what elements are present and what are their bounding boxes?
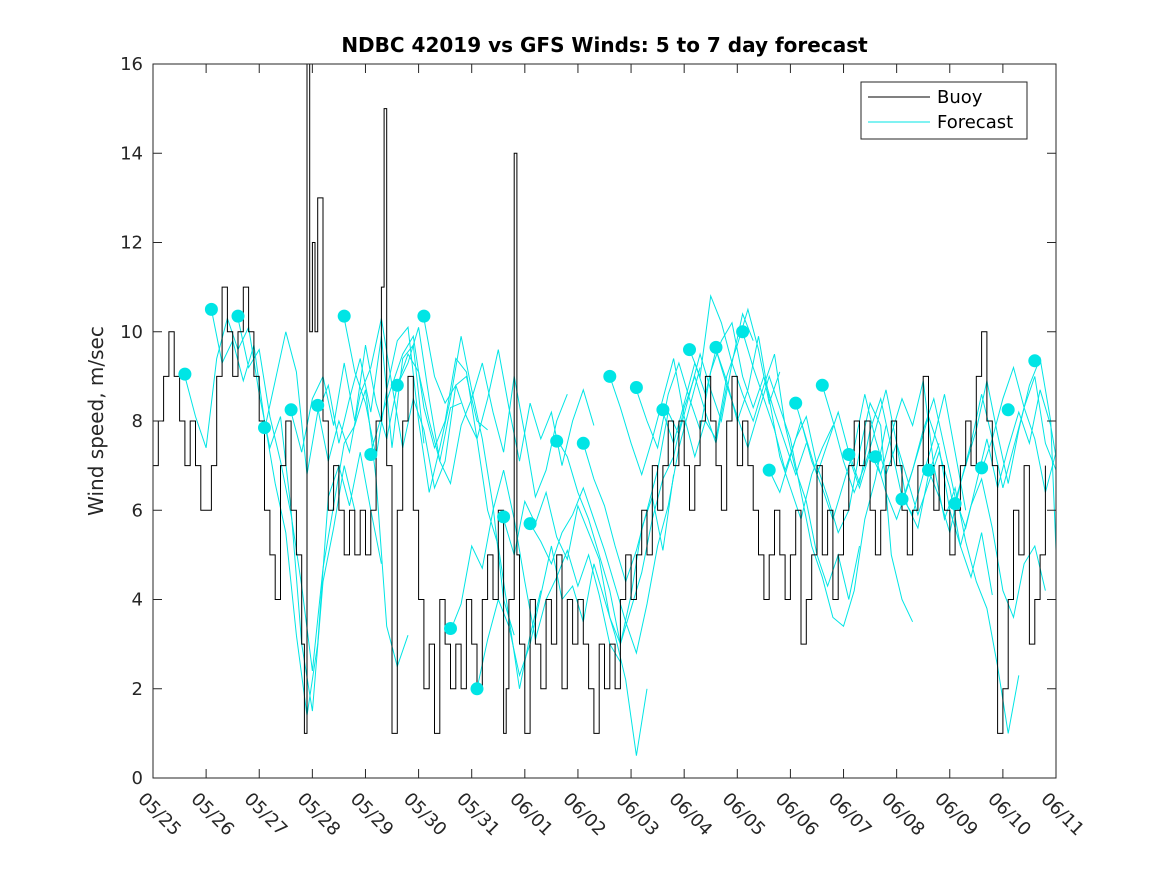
forecast-line [343, 318, 515, 636]
legend-label-buoy: Buoy [937, 87, 983, 108]
forecast-marker [948, 497, 962, 511]
forecast-marker [842, 448, 856, 461]
forecast-marker [284, 403, 298, 417]
forecast-line [662, 336, 834, 522]
forecast-line [423, 318, 595, 466]
data-layer [153, 63, 1057, 756]
forecast-line [715, 349, 887, 628]
forecast-marker [523, 517, 537, 531]
y-tick-label: 6 [132, 500, 143, 521]
forecast-marker [922, 463, 935, 477]
forecast-marker [470, 682, 484, 696]
forecast-marker [550, 434, 564, 448]
forecast-marker [656, 403, 670, 417]
forecast-line [264, 331, 425, 475]
y-tick-label: 8 [132, 411, 143, 432]
y-tick-label: 14 [120, 143, 143, 164]
legend: Buoy Forecast [860, 81, 1028, 140]
forecast-marker [258, 421, 271, 435]
forecast-marker [178, 367, 192, 381]
forecast-line [529, 367, 701, 655]
legend-box [860, 81, 1028, 140]
y-tick-label: 4 [132, 590, 143, 611]
forecast-line [396, 352, 568, 499]
forecast-line [981, 365, 1057, 493]
forecast-marker [364, 448, 378, 461]
forecast-line [689, 294, 860, 600]
forecast-marker [1001, 403, 1015, 417]
forecast-marker [231, 309, 245, 323]
y-tick-label: 2 [132, 679, 143, 700]
forecast-line [290, 327, 462, 462]
forecast-marker [390, 378, 404, 392]
forecast-line [556, 374, 728, 645]
forecast-marker [815, 378, 829, 392]
forecast-line [237, 318, 409, 671]
legend-label-forecast: Forecast [937, 112, 1013, 133]
plot-frame [152, 63, 1057, 779]
forecast-line [210, 309, 382, 716]
y-axis-label: Wind speed, m/sec [84, 326, 108, 516]
forecast-marker [736, 325, 750, 339]
chart-title: NDBC 42019 vs GFS Winds: 5 to 7 day fore… [341, 33, 868, 57]
forecast-line [609, 307, 781, 477]
forecast-line [795, 394, 967, 516]
forecast-line [954, 356, 1057, 551]
forecast-marker [576, 436, 590, 450]
forecast-marker [868, 450, 882, 464]
forecast-marker [417, 309, 431, 323]
forecast-marker [789, 396, 803, 410]
forecast-marker [1028, 354, 1042, 368]
buoy-line [153, 63, 1046, 734]
forecast-marker [444, 622, 457, 635]
forecast-marker [311, 398, 325, 412]
forecast-line [821, 385, 993, 596]
forecast-marker [497, 510, 511, 524]
forecast-marker [975, 461, 989, 475]
y-tick-label: 10 [120, 322, 143, 343]
y-tick-label: 0 [132, 768, 143, 789]
forecast-marker [204, 302, 218, 316]
y-tick-label: 12 [120, 233, 143, 254]
forecast-line [184, 316, 356, 712]
forecast-marker [709, 340, 723, 354]
y-tick-label: 16 [120, 54, 143, 75]
forecast-marker [629, 381, 643, 394]
forecast-marker [337, 309, 351, 323]
forecast-marker [683, 343, 696, 357]
forecast-marker [603, 369, 617, 383]
forecast-marker [895, 492, 909, 506]
forecast-marker [762, 463, 776, 477]
